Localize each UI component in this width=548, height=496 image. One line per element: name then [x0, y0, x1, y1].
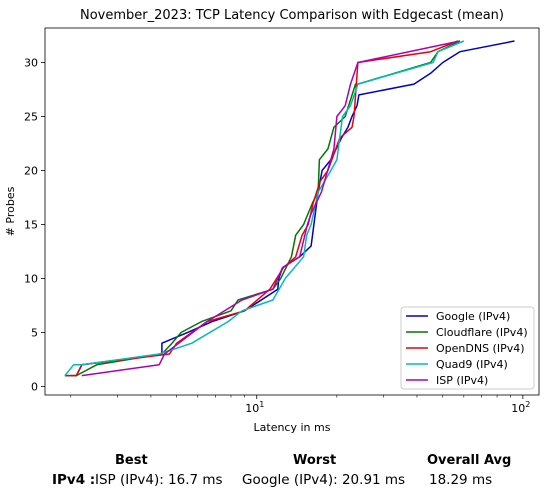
overall-avg-header: Overall Avg	[427, 453, 512, 468]
overall-avg-value: 18.29 ms	[429, 472, 493, 488]
best-header: Best	[115, 453, 148, 468]
worst-header: Worst	[293, 453, 337, 468]
summary-table: Best Worst Overall Avg IPv4 : ISP (IPv4)…	[0, 448, 548, 496]
legend-box	[400, 306, 535, 390]
latency-chart: November_2023: TCP Latency Comparison wi…	[4, 8, 540, 434]
legend-label: Google (IPv4)	[436, 310, 510, 323]
x-tick-label: 101	[245, 400, 264, 415]
legend-label: ISP (IPv4)	[436, 374, 488, 387]
series-line-opendns-ipv4	[64, 40, 459, 377]
best-value: ISP (IPv4): 16.7 ms	[95, 472, 223, 488]
y-tick-label: 0	[31, 380, 38, 393]
y-axis-label: # Probes	[4, 186, 17, 236]
legend-label: Cloudflare (IPv4)	[436, 326, 528, 339]
plot-frame	[44, 27, 540, 396]
y-tick-label: 20	[24, 164, 38, 177]
ipv4-row-label: IPv4 :	[52, 472, 96, 488]
y-tick-label: 10	[24, 272, 38, 285]
plot-area	[64, 40, 515, 377]
y-tick-label: 25	[24, 111, 38, 124]
series-line-isp-ipv4	[81, 40, 461, 377]
legend: Google (IPv4) Cloudflare (IPv4) OpenDNS (I…	[400, 306, 535, 390]
worst-value: Google (IPv4): 20.91 ms	[242, 472, 406, 488]
series-line-google-ipv4	[73, 40, 515, 377]
y-tick-label: 5	[31, 326, 38, 339]
legend-label: OpenDNS (IPv4)	[436, 342, 525, 355]
x-tick-label: 102	[511, 400, 530, 415]
legend-label: Quad9 (IPv4)	[436, 358, 508, 371]
y-tick-label: 15	[24, 218, 38, 231]
chart-title: November_2023: TCP Latency Comparison wi…	[80, 8, 504, 23]
y-tick-label: 30	[24, 57, 38, 70]
x-axis-label: Latency in ms	[254, 421, 331, 434]
